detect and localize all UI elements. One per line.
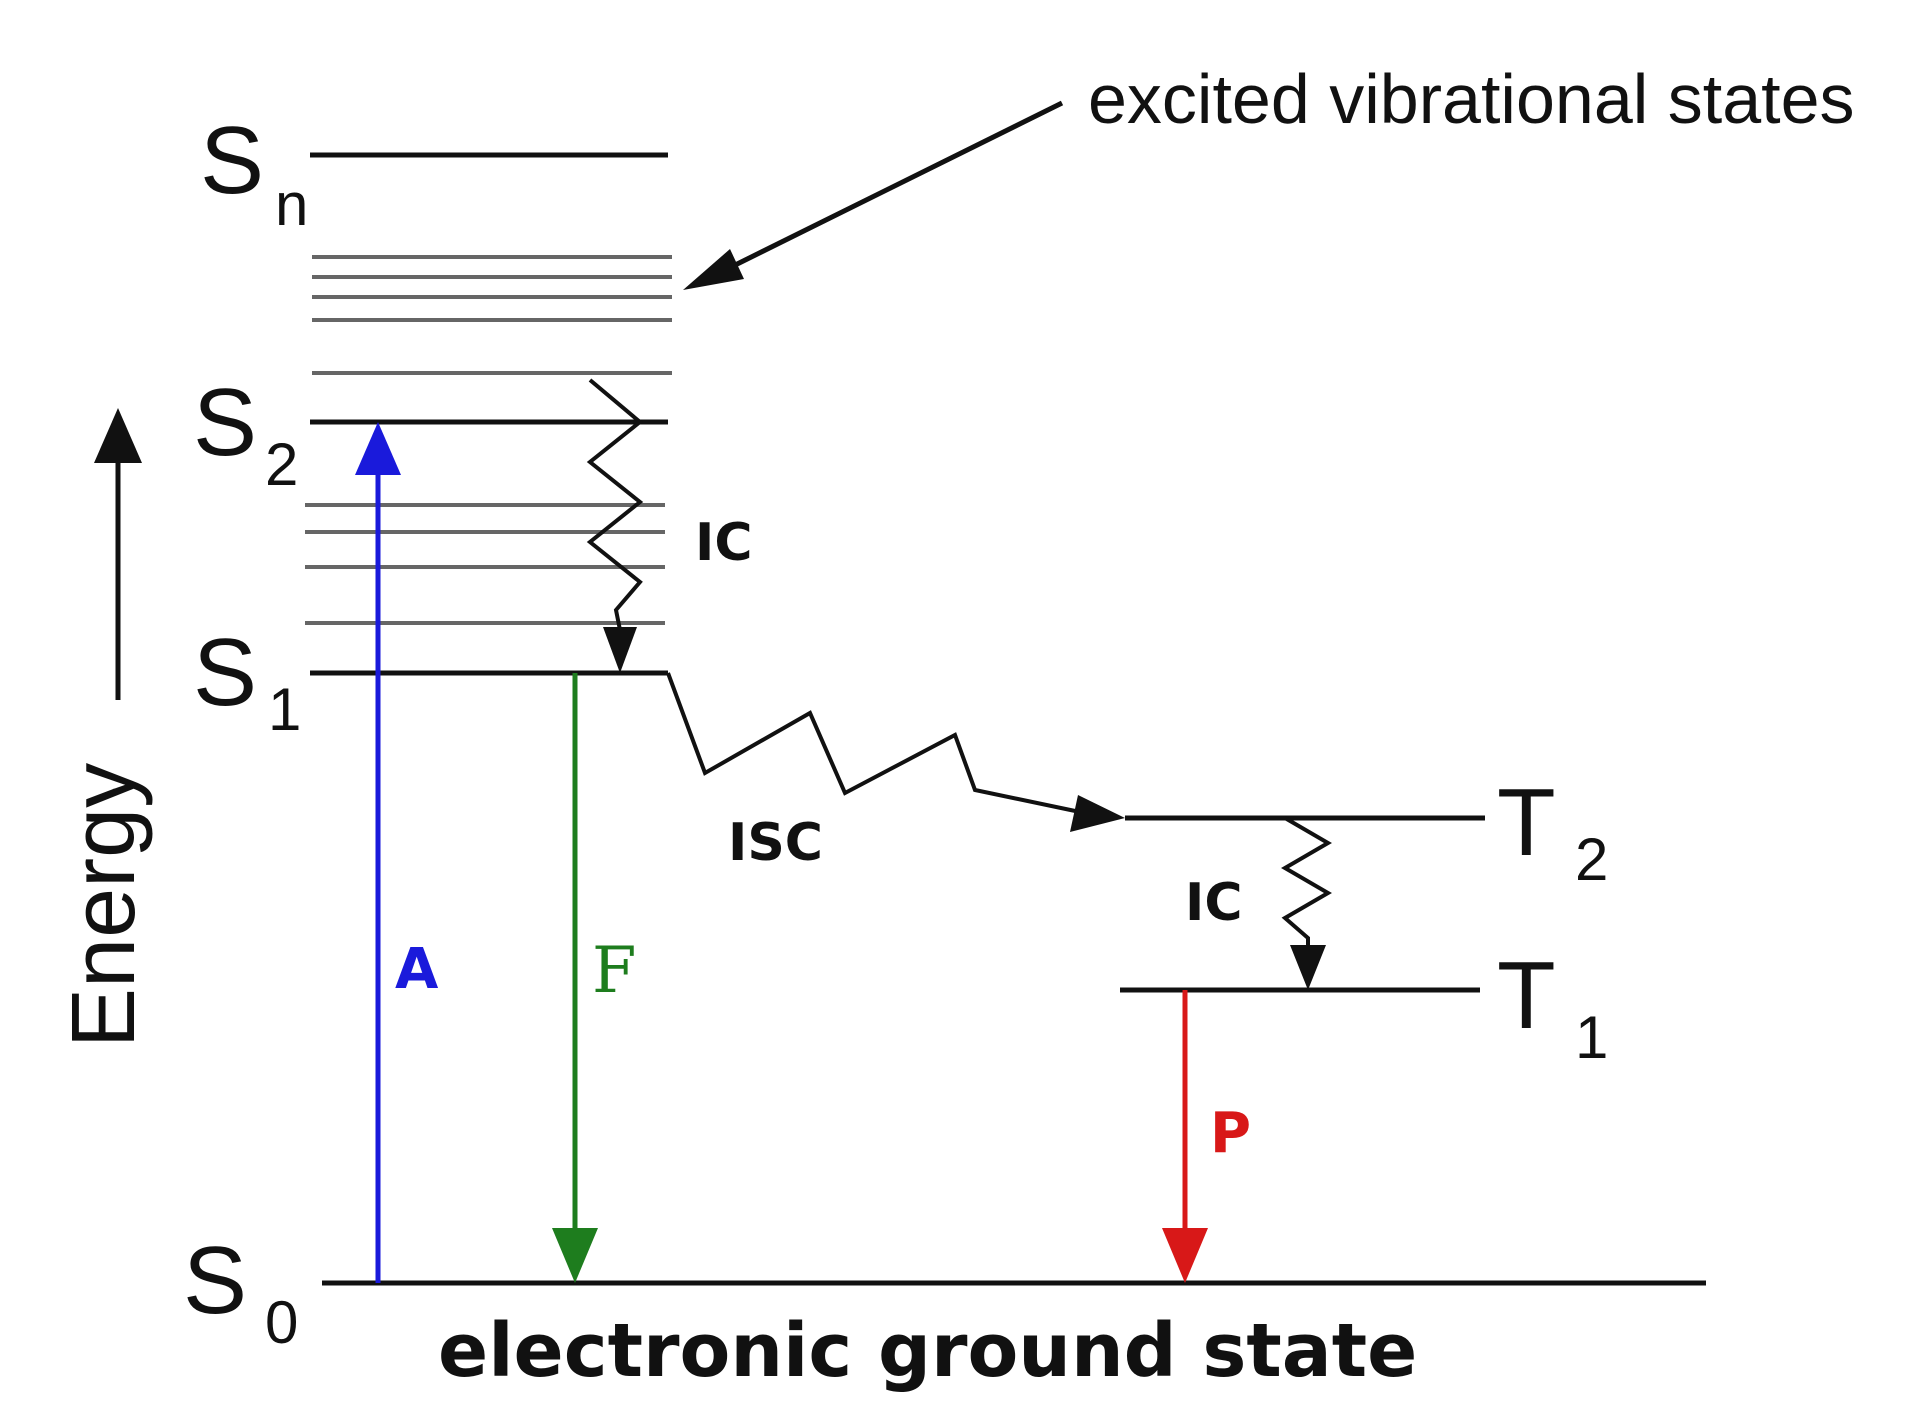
- phosphorescence-arrowhead: [1162, 1228, 1208, 1283]
- ic-singlet-wavy-arrow: [586, 378, 644, 631]
- state-label-s2: S 2: [193, 369, 298, 498]
- svg-text:S: S: [183, 1227, 247, 1334]
- svg-text:S: S: [193, 619, 257, 726]
- state-label-sn: S n: [200, 107, 308, 238]
- ic-singlet-label: IC: [695, 513, 753, 573]
- energy-axis-arrowhead: [94, 408, 142, 463]
- ic-triplet-arrowhead: [1290, 945, 1326, 990]
- svg-text:1: 1: [1575, 1004, 1608, 1071]
- svg-text:1: 1: [268, 676, 301, 743]
- svg-text:S: S: [200, 107, 264, 214]
- ic-singlet-arrowhead: [603, 627, 637, 673]
- state-label-s0: S 0: [183, 1227, 298, 1356]
- annotation-arrow: [713, 100, 1064, 278]
- ic-triplet-wavy-arrow: [1281, 816, 1332, 948]
- absorption-label: A: [395, 937, 439, 1002]
- isc-wavy-arrow: [666, 672, 1081, 814]
- state-label-t2: T 2: [1497, 769, 1608, 893]
- isc-arrowhead: [1070, 795, 1125, 832]
- svg-text:0: 0: [265, 1289, 298, 1356]
- fluorescence-label: F: [592, 934, 636, 1008]
- energy-levels: [310, 152, 1706, 1286]
- svg-text:T: T: [1497, 769, 1556, 876]
- isc-label: ISC: [728, 813, 823, 873]
- annotation-arrowhead: [683, 249, 744, 290]
- absorption-arrowhead: [355, 422, 401, 475]
- svg-text:2: 2: [265, 431, 298, 498]
- svg-text:n: n: [275, 171, 308, 238]
- ic-triplet-label: IC: [1185, 873, 1243, 933]
- annotation-excited-vibrational-states: excited vibrational states: [1088, 60, 1855, 138]
- fluorescence-arrowhead: [552, 1228, 598, 1283]
- svg-text:T: T: [1497, 942, 1556, 1049]
- svg-text:S: S: [193, 369, 257, 476]
- state-label-t1: T 1: [1497, 942, 1608, 1071]
- energy-axis-label: Energy: [54, 763, 154, 1048]
- ground-state-caption: electronic ground state: [438, 1308, 1417, 1394]
- svg-text:2: 2: [1575, 826, 1608, 893]
- phosphorescence-label: P: [1210, 1101, 1251, 1166]
- state-label-s1: S 1: [193, 619, 301, 743]
